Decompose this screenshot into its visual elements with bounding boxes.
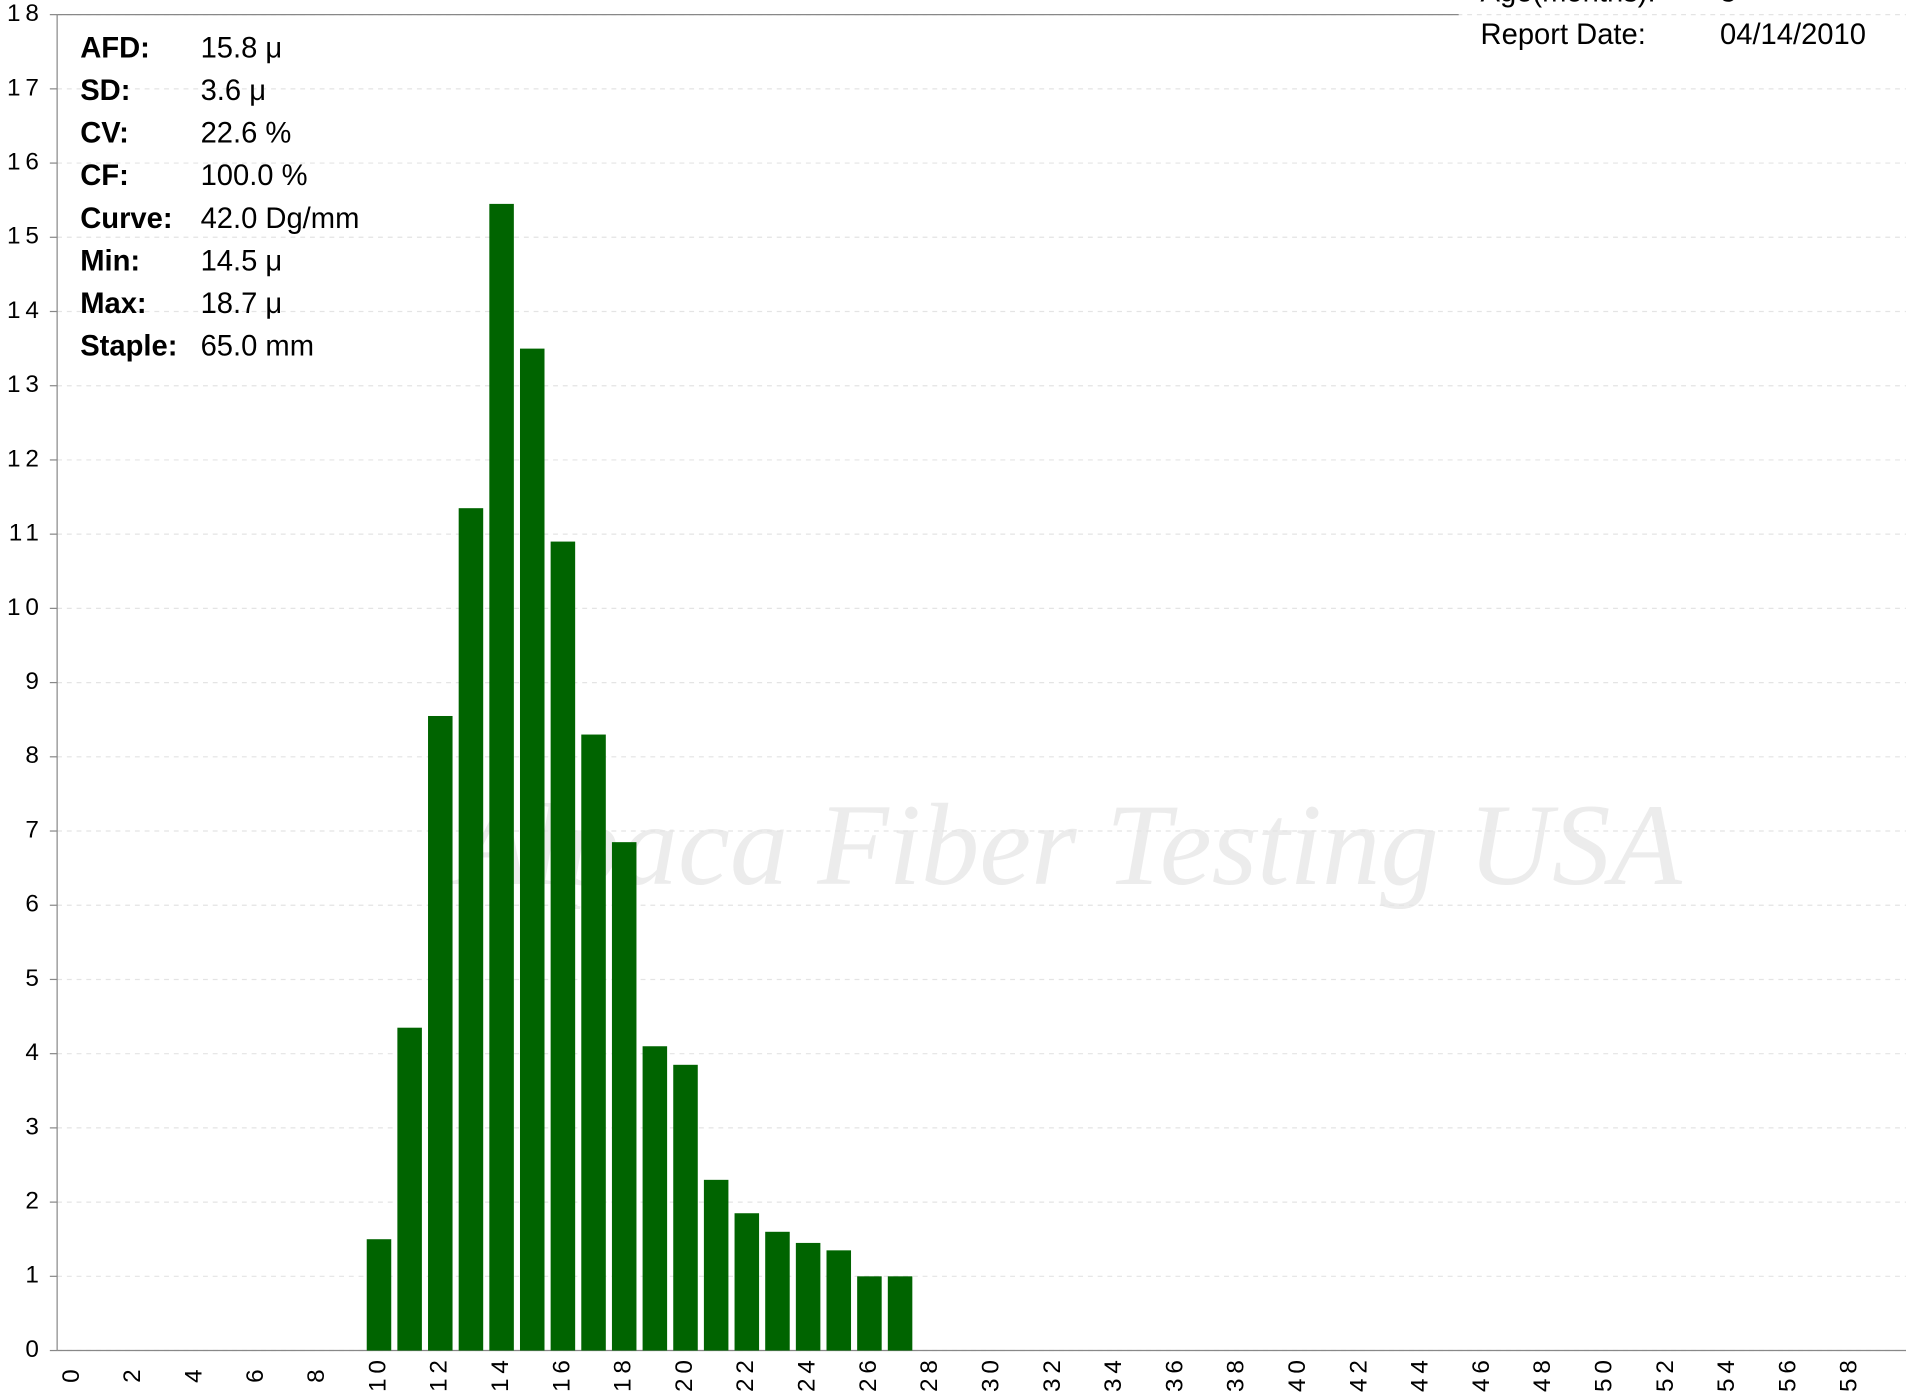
stat-label: AFD: (80, 33, 150, 65)
y-tick-label: 4 (25, 1039, 43, 1066)
stat-value: 15.8 μ (201, 33, 283, 65)
y-tick-label: 5 (25, 965, 43, 992)
x-tick-label: 6 (242, 1364, 269, 1382)
stat-value: 42.0 Dg/mm (201, 203, 360, 235)
y-tick-label: 7 (25, 816, 43, 843)
y-tick-label: 16 (7, 148, 44, 175)
bar (643, 1046, 668, 1350)
bar (704, 1180, 729, 1351)
bar (888, 1276, 913, 1350)
x-tick-label: 32 (1039, 1355, 1066, 1392)
bar (735, 1213, 760, 1350)
x-tick-label: 14 (487, 1355, 514, 1392)
y-tick-label: 0 (25, 1336, 43, 1363)
bar (581, 735, 606, 1351)
y-tick-label: 3 (25, 1113, 43, 1140)
stat-label: SD: (80, 75, 130, 107)
bar (796, 1243, 821, 1351)
stat-value: 22.6 % (201, 118, 292, 150)
x-tick-label: 10 (364, 1355, 391, 1392)
x-tick-label: 26 (855, 1355, 882, 1392)
bar (551, 542, 576, 1351)
x-tick-label: 48 (1529, 1355, 1556, 1392)
x-tick-label: 2 (119, 1364, 146, 1382)
bar (673, 1065, 698, 1351)
bar (428, 716, 453, 1351)
y-tick-label: 13 (7, 371, 44, 398)
stat-label: CF: (80, 160, 129, 192)
chart: Alpaca Fiber Testing USA 012345678910111… (0, 0, 1906, 1398)
bar (827, 1250, 852, 1350)
y-tick-label: 1 (25, 1262, 43, 1289)
x-tick-label: 4 (180, 1364, 207, 1382)
x-tick-label: 52 (1652, 1355, 1679, 1392)
x-tick-label: 34 (1100, 1355, 1127, 1392)
bar (765, 1232, 790, 1351)
bar (367, 1239, 392, 1350)
y-tick-label: 10 (7, 594, 44, 621)
x-tick-label: 36 (1161, 1355, 1188, 1392)
stat-label: Max: (80, 288, 146, 320)
bar (397, 1028, 422, 1351)
x-tick-label: 50 (1590, 1355, 1617, 1392)
x-tick-label: 40 (1284, 1355, 1311, 1392)
x-tick-label: 44 (1407, 1355, 1434, 1392)
y-tick-label: 12 (7, 445, 44, 472)
x-tick-label: 56 (1774, 1355, 1801, 1392)
x-tick-label: 42 (1345, 1355, 1372, 1392)
page: {"chart_data": {"type": "bar", "watermar… (0, 0, 1906, 1398)
info-label: Age(months): (1481, 0, 1656, 9)
y-tick-label: 15 (7, 223, 44, 250)
stat-value: 3.6 μ (201, 75, 266, 107)
x-tick-label: 22 (732, 1355, 759, 1392)
x-tick-label: 12 (426, 1355, 453, 1392)
stat-value: 14.5 μ (201, 245, 283, 277)
x-tick-label: 24 (794, 1355, 821, 1392)
y-tick-label: 6 (25, 891, 43, 918)
y-tick-label: 8 (25, 742, 43, 769)
stat-label: Min: (80, 245, 140, 277)
stat-label: CV: (80, 118, 129, 150)
bar (520, 349, 545, 1351)
x-tick-label: 54 (1713, 1355, 1740, 1392)
stat-value: 18.7 μ (201, 288, 283, 320)
y-tick-label: 2 (25, 1188, 43, 1215)
info-value: 3 (1720, 0, 1736, 9)
bar (857, 1276, 882, 1350)
y-tick-label: 9 (25, 668, 43, 695)
info-label: Report Date: (1481, 19, 1646, 51)
y-tick-label: 18 (7, 0, 44, 27)
x-tick-label: 46 (1468, 1355, 1495, 1392)
x-tick-label: 28 (916, 1355, 943, 1392)
y-tick-label: 14 (7, 297, 44, 324)
x-tick-label: 58 (1836, 1355, 1863, 1392)
stat-value: 65.0 mm (201, 330, 314, 362)
x-tick-label: 8 (303, 1364, 330, 1382)
y-tick-label: 11 (9, 520, 44, 547)
x-tick-label: 38 (1223, 1355, 1250, 1392)
stat-label: Curve: (80, 203, 172, 235)
bar (612, 842, 637, 1350)
stat-value: 100.0 % (201, 160, 308, 192)
x-tick-label: 30 (977, 1355, 1004, 1392)
info-value: 04/14/2010 (1720, 19, 1866, 51)
x-tick-label: 20 (671, 1355, 698, 1392)
x-tick-label: 18 (610, 1355, 637, 1392)
y-tick-label: 17 (7, 74, 44, 101)
stat-label: Staple: (80, 330, 177, 362)
bar (459, 508, 484, 1350)
x-tick-label: 0 (58, 1364, 85, 1382)
x-tick-label: 16 (548, 1355, 575, 1392)
bar (489, 204, 514, 1351)
